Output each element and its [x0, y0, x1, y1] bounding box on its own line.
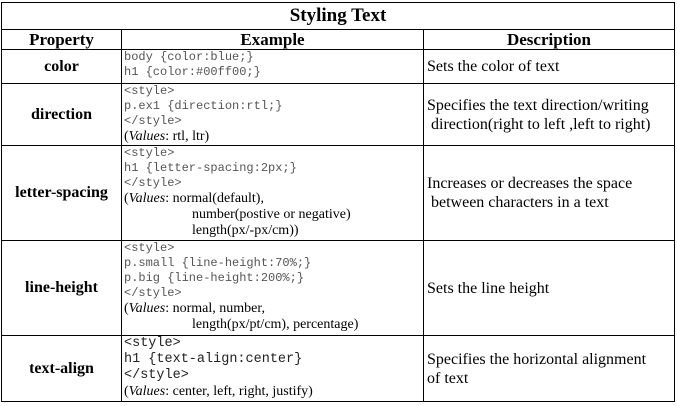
description-line: direction(right to left ,left to right): [427, 115, 651, 133]
code-line: </style>: [124, 114, 182, 128]
code-line: p.small {line-height:70%;}: [124, 256, 312, 270]
values-text: number(postive or negative): [192, 207, 351, 222]
description-line: of text: [427, 369, 469, 387]
property-cell: line-height: [1, 240, 122, 336]
description-line: Specifies the horizontal alignment: [427, 350, 647, 368]
table-row: line-height <style> p.small {line-height…: [1, 240, 675, 336]
code-line: body {color:blue;}: [124, 50, 254, 64]
code-line: h1 {letter-spacing:2px;}: [124, 161, 297, 175]
example-cell: <style> h1 {text-align:center} </style> …: [121, 335, 424, 402]
property-cell: direction: [1, 83, 122, 146]
values-note: (Values: rtl, ltr): [124, 129, 210, 144]
values-text: : rtl, ltr): [165, 129, 210, 144]
code-line: h1 {color:#00ff00;}: [124, 65, 261, 79]
table-title: Styling Text: [1, 2, 675, 30]
code-line: <style>: [124, 84, 175, 98]
description-cell: Specifies the text direction/writing dir…: [423, 83, 675, 146]
values-note: (Values: normal, number, length(px/pt/cm)…: [124, 301, 421, 333]
values-note: (Values: center, left, right, justify): [124, 384, 313, 399]
code-line: </style>: [124, 286, 182, 300]
values-key: Values: [128, 384, 166, 399]
values-text: : center, left, right, justify): [165, 384, 313, 399]
code-line: </style>: [124, 368, 189, 383]
example-cell: <style> p.ex1 {direction:rtl;} </style> …: [121, 83, 424, 146]
property-cell: color: [1, 49, 122, 84]
code-line: <style>: [124, 241, 175, 255]
property-cell: text-align: [1, 335, 122, 402]
header-property: Property: [1, 29, 122, 50]
code-line: h1 {text-align:center}: [124, 352, 303, 367]
description-cell: Increases or decreases the space between…: [423, 145, 675, 241]
code-line: </style>: [124, 176, 182, 190]
table-row: direction <style> p.ex1 {direction:rtl;}…: [1, 83, 675, 146]
header-example: Example: [121, 29, 424, 50]
property-cell: letter-spacing: [1, 145, 122, 241]
example-cell: <style> h1 {letter-spacing:2px;} </style…: [121, 145, 424, 241]
description-cell: Sets the color of text: [423, 49, 675, 84]
description-line: between characters in a text: [427, 194, 609, 211]
header-description: Description: [423, 29, 675, 50]
description-line: Specifies the text direction/writing: [427, 96, 649, 114]
values-text: : normal, number,: [165, 301, 265, 316]
values-text: : normal(default),: [165, 191, 264, 206]
values-text: length(px/pt/cm), percentage): [192, 317, 359, 332]
values-key: Values: [128, 191, 166, 206]
values-key: Values: [128, 129, 166, 144]
values-note: (Values: normal(default), number(postive …: [124, 191, 421, 239]
example-cell: body {color:blue;} h1 {color:#00ff00;}: [121, 49, 424, 84]
code-line: p.ex1 {direction:rtl;}: [124, 99, 283, 113]
description-cell: Specifies the horizontal alignment of te…: [423, 335, 675, 402]
values-text: length(px/-px/cm)): [192, 223, 299, 238]
example-cell: <style> p.small {line-height:70%;} p.big…: [121, 240, 424, 336]
code-line: p.big {line-height:200%;}: [124, 271, 305, 285]
description-cell: Sets the line height: [423, 240, 675, 336]
table-row: letter-spacing <style> h1 {letter-spacin…: [1, 145, 675, 241]
values-key: Values: [128, 301, 166, 316]
code-line: <style>: [124, 336, 181, 351]
code-line: <style>: [124, 146, 175, 160]
table-row: text-align <style> h1 {text-align:center…: [1, 335, 675, 402]
description-line: Increases or decreases the space: [427, 175, 633, 192]
table-row: color body {color:blue;} h1 {color:#00ff…: [1, 49, 675, 84]
